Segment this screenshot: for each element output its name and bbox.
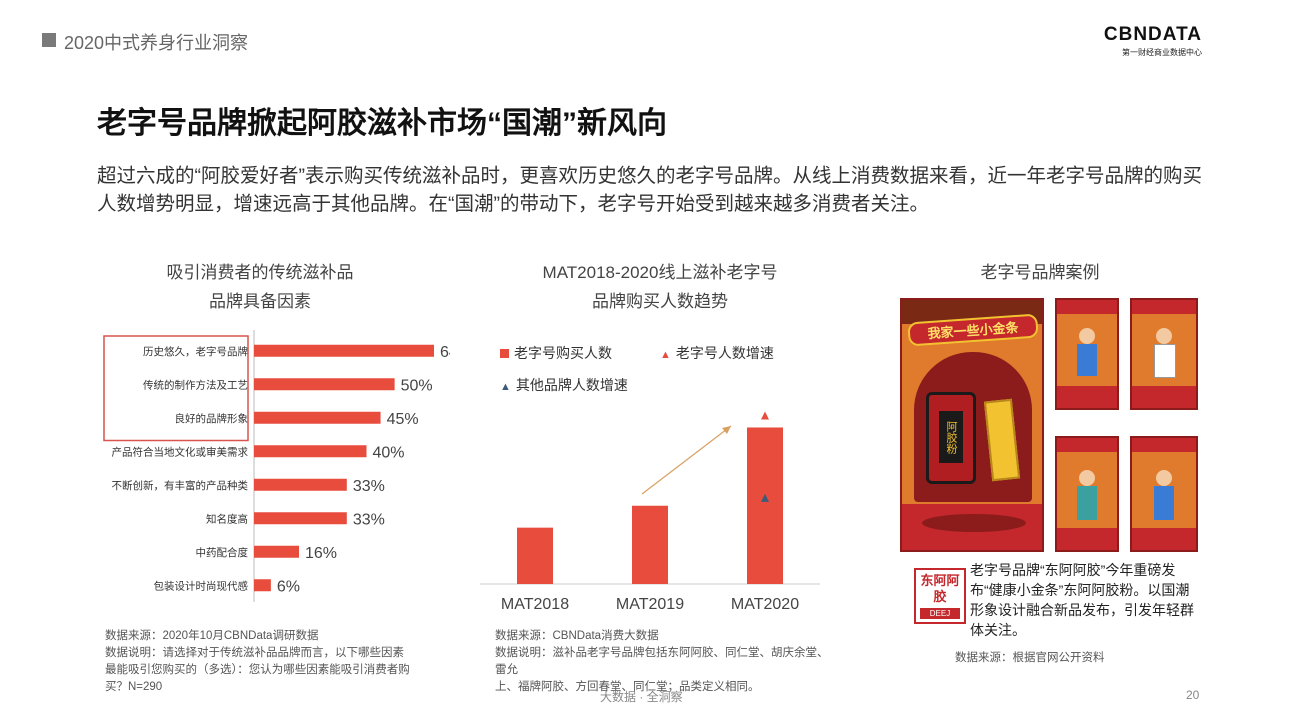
chart1-value-label: 45% xyxy=(387,411,419,428)
chart1-source-line1: 数据来源：2020年10月CBNData调研数据 xyxy=(105,630,319,642)
legend-triangle-red-icon: ▲ xyxy=(660,349,671,361)
stamp-text: 东阿阿胶 xyxy=(920,573,960,604)
chart2-source-line2: 数据说明：滋补品老字号品牌包括东阿阿胶、同仁堂、胡庆余堂、雷允 xyxy=(495,647,829,676)
chart2-trend-arrow xyxy=(641,425,732,495)
legend-label-2: 老字号人数增速 xyxy=(675,345,774,361)
chart1-hbar: 历史悠久，老字号品牌 64% 传统的制作方法及工艺 50% 良好的品牌形象 45% 产品符合… xyxy=(103,330,450,602)
chart2-vbar: MAT2018 MAT2019 MAT2020 xyxy=(480,411,820,613)
chart1-title-line1: 吸引消费者的传统滋补品 xyxy=(166,263,354,282)
page-number: 20 xyxy=(1186,688,1200,702)
chart1-value-label: 40% xyxy=(373,444,405,461)
legend-label-1: 老字号购买人数 xyxy=(514,345,612,361)
chart2-source-line3: 上、福牌阿胶、方回春堂、同仁堂；品类定义相同。 xyxy=(495,681,760,693)
chart1-value-label: 50% xyxy=(401,377,433,394)
chart2-category-label: MAT2018 xyxy=(501,596,569,613)
chart1-category-label: 传统的制作方法及工艺 xyxy=(143,378,248,391)
chart2-title-line1: MAT2018-2020线上滋补老字号 xyxy=(542,263,778,282)
legend-triangle-blue-icon: ▲ xyxy=(500,381,511,393)
chart1-category-label: 不断创新，有丰富的产品种类 xyxy=(112,479,249,492)
chart1-bar xyxy=(254,445,367,458)
chart1-source-line4: 买？N=290 xyxy=(105,681,163,693)
logo-sub: 第一财经商业数据中心 xyxy=(1122,48,1202,57)
chart1-bar xyxy=(254,512,347,525)
chart2-source-line1: 数据来源：CBNData消费大数据 xyxy=(495,630,659,642)
chart1-value-label: 64% xyxy=(440,344,450,361)
chart2-trend-arrowhead xyxy=(722,426,731,434)
logo: CBNDATA 第一财经商业数据中心 xyxy=(1104,24,1202,58)
chart1-category-label: 知名度高 xyxy=(206,512,248,525)
footer-tagline: 大数据 · 全洞察 xyxy=(600,690,683,704)
chart1-title: 吸引消费者的传统滋补品 品牌具备因素 xyxy=(130,258,390,316)
chart1-value-label: 33% xyxy=(353,478,385,495)
chart2-growth-marker-red xyxy=(761,411,769,420)
chart2-title-line2: 品牌购买人数趋势 xyxy=(592,292,728,311)
chart1-category-label: 中药配合度 xyxy=(196,546,249,559)
case-title: 老字号品牌案例 xyxy=(980,263,1100,282)
chart2-growth-marker-blue xyxy=(761,493,769,502)
chart1-category-label: 良好的品牌形象 xyxy=(175,412,249,425)
legend-label-3: 其他品牌人数增速 xyxy=(515,377,628,393)
chart2-legend-item-2: ▲ 老字号人数增速 xyxy=(660,343,774,363)
case-description: 老字号品牌“东阿阿胶”今年重磅发布“健康小金条”东阿阿胶粉。以国潮形象设计融合新… xyxy=(970,562,1194,638)
case-poster-2 xyxy=(1130,298,1198,410)
chart2-title: MAT2018-2020线上滋补老字号 品牌购买人数趋势 xyxy=(490,258,830,316)
chart1-bar xyxy=(254,344,434,357)
chart1-bar xyxy=(254,579,271,592)
chart1-value-label: 33% xyxy=(353,511,385,528)
page-title: 老字号品牌掀起阿胶滋补市场“国潮”新风向 xyxy=(97,107,667,140)
chart1-value-label: 6% xyxy=(277,578,300,595)
chart2-bar xyxy=(747,427,783,584)
logo-main: CBNDATA xyxy=(1103,24,1202,45)
chart2-legend-item-3: ▲ 其他品牌人数增速 xyxy=(500,375,628,395)
case-poster-1 xyxy=(1055,298,1119,410)
case-poster-3 xyxy=(1055,436,1119,552)
chart1-bar xyxy=(254,411,381,424)
chart1-category-label: 产品符合当地文化或审美需求 xyxy=(112,445,249,458)
chart1-source: 数据来源：2020年10月CBNData调研数据 数据说明：请选择对于传统滋补品… xyxy=(105,628,485,696)
header-square-icon xyxy=(42,33,56,47)
legend-square-icon xyxy=(500,349,509,358)
stamp-sub: DEEJ xyxy=(920,608,960,619)
chart1-title-line2: 品牌具备因素 xyxy=(209,292,311,311)
chart2-bar xyxy=(632,505,668,584)
chart2-legend-item-1: 老字号购买人数 xyxy=(500,343,612,363)
chart1-bar xyxy=(254,545,299,558)
chart2-source: 数据来源：CBNData消费大数据 数据说明：滋补品老字号品牌包括东阿阿胶、同仁… xyxy=(495,628,835,696)
case-poster-4 xyxy=(1130,436,1198,552)
intro-paragraph: 超过六成的“阿胶爱好者”表示购买传统滋补品时，更喜欢历史悠久的老字号品牌。从线上… xyxy=(97,165,1202,215)
poster-can-label: 阿胶粉 xyxy=(939,411,963,463)
chart1-category-label: 包装设计时尚现代感 xyxy=(154,579,249,592)
chart1-category-label: 历史悠久，老字号品牌 xyxy=(143,345,248,358)
chart1-highlight-box xyxy=(103,335,249,442)
case-main-poster: 我家一些小金条 阿胶粉 xyxy=(900,298,1044,552)
case-source: 数据来源：根据官网公开资料 xyxy=(955,652,1105,664)
poster-can: 阿胶粉 xyxy=(926,392,976,484)
chart2-bar xyxy=(517,527,553,584)
chart1-bar xyxy=(254,378,395,391)
section-title: 2020中式养身行业洞察 xyxy=(64,33,249,53)
chart1-value-label: 16% xyxy=(305,545,337,562)
chart1-source-line2: 数据说明：请选择对于传统滋补品品牌而言，以下哪些因素 xyxy=(105,647,404,659)
chart1-bar xyxy=(254,478,347,491)
chart2-category-label: MAT2020 xyxy=(731,596,799,613)
chart1-source-line3: 最能吸引您购买的（多选）：您认为哪些因素能吸引消费者购 xyxy=(105,664,410,676)
dongeejiao-logo: 东阿阿胶 DEEJ xyxy=(914,568,966,624)
chart2-category-label: MAT2019 xyxy=(616,596,684,613)
